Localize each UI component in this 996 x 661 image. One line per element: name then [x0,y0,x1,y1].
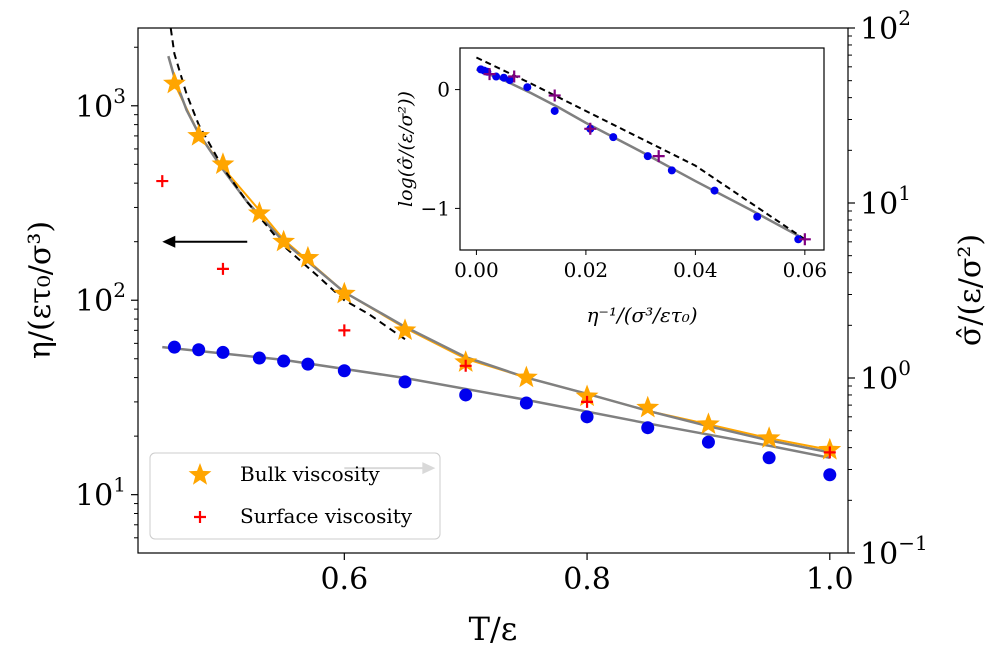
bulk-viscosity-point-4 [272,229,296,252]
inset-x-tick-label: 0.02 [564,258,609,282]
main-data-points [156,71,842,482]
surface-inset-points-point-5 [798,233,811,246]
surface-viscosity-point-5 [823,446,836,459]
surface-viscosity-point-1 [216,262,229,275]
x-tick-label: 0.6 [320,562,368,597]
x-tick-label: 1.0 [806,562,854,597]
surface-viscosity-point-3 [459,359,472,372]
surface-tension-point-13 [762,451,776,465]
y-tick-label: 10−1 [860,531,928,572]
bulk-inset-points-point-13 [753,212,762,221]
legend-label-bulk: Bulk viscosity [240,462,380,486]
bulk-viscosity-point-10 [575,384,599,407]
legend-marker-surface [194,511,206,523]
surface-tension-point-9 [519,396,533,410]
surface-inset-points-point-2 [548,89,561,102]
bulk-inset-points-point-14 [794,235,803,244]
y-tick-label: 103 [75,84,126,125]
y-tick-label: 102 [860,6,911,47]
inset-x-tick-label: 0.00 [454,258,499,282]
bulk-inset-points-point-4 [499,73,508,82]
surface-tension-point-0 [167,340,181,354]
inset-y-axis-ticks: 0 −1 [421,78,460,220]
inset-fit-dashed [475,56,806,241]
surface-tension-point-1 [192,343,206,357]
surface-tension-point-3 [252,351,266,365]
inset-fit-lines [475,56,806,241]
bulk-inset-points-point-5 [505,76,514,85]
surface-tension-point-4 [277,354,291,368]
y-tick-label: 101 [75,473,126,514]
surface-tension-point-2 [216,345,230,359]
surface-tension-point-12 [701,435,715,449]
surface-viscosity-point-0 [156,175,169,188]
surface-tension-point-7 [398,375,412,389]
main-arrows [162,235,436,475]
y-axis-left-label: η/(ετ₀/σ³) [23,221,58,359]
bulk-inset-points-point-7 [550,106,559,115]
inset-x-tick-label: 0.04 [673,258,718,282]
inset-plot: 0.00 0.02 0.04 0.06 0 −1 η⁻¹/(σ³/ετ₀) log(σ̂… [395,47,827,327]
bulk-inset-points-point-11 [667,166,676,175]
y-tick-label: 101 [860,181,911,222]
inset-plot-frame [459,47,825,251]
fit-vft-dashed [169,28,406,341]
x-axis-ticks: 0.6 0.8 1.0 [320,553,854,597]
y-axis-left-ticks: 101 102 103 [75,46,138,539]
inset-fit-gray [475,68,806,241]
bulk-viscosity-point-5 [296,245,320,268]
surface-tension-point-8 [459,388,473,402]
bulk-viscosity-point-3 [247,201,271,223]
y-tick-label: 102 [75,278,126,319]
surface-viscosity-point-4 [581,395,594,408]
surface-tension-point-14 [823,468,837,482]
inset-y-tick-label: 0 [437,78,450,102]
y-tick-label: 100 [860,356,911,397]
inset-x-axis-ticks: 0.00 0.02 0.04 0.06 [454,250,827,282]
bulk-viscosity-point-11 [636,395,660,418]
bulk-viscosity-point-12 [697,412,720,435]
surface-inset-points-point-3 [584,122,597,135]
bulk-inset-points-point-12 [710,186,719,195]
bulk-viscosity-point-0 [163,71,186,94]
x-tick-label: 0.8 [563,562,611,597]
bulk-viscosity-point-9 [514,365,538,388]
y-axis-right-ticks: 10−1 100 101 102 [848,6,928,572]
y-axis-right-label: σ̂/(ε/σ²) [953,234,988,346]
legend-bulk-point-0 [188,463,212,485]
bulk-inset-points-point-6 [523,83,532,92]
surface-inset-points-point-4 [652,150,665,163]
x-axis-label: T/ε [469,610,518,648]
surface-inset-points-point-1 [508,70,521,83]
legend-label-surface: Surface viscosity [240,504,413,528]
surface-tension-point-5 [301,357,315,371]
inset-x-tick-label: 0.06 [783,258,828,282]
legend-marker-bulk [188,463,212,485]
bulk-viscosity-point-7 [393,318,417,341]
bulk-inset-points-point-9 [609,133,618,142]
inset-data-points [476,65,811,246]
inset-y-axis-label: log(σ̂/(ε/σ²)) [395,91,417,207]
bulk-viscosity-point-2 [211,152,235,175]
bulk-viscosity-point-1 [187,123,211,146]
inset-x-axis-label: η⁻¹/(σ³/ετ₀) [586,303,697,327]
bulk-inset-points-point-10 [643,152,652,161]
main-plot: 0.6 0.8 1.0 101 102 103 10−1 100 101 102 T/ε η/… [23,6,988,648]
bulk-viscosity-point-13 [757,426,781,448]
legend-box [149,452,441,540]
surface-viscosity-point-2 [338,324,351,337]
main-plot-frame [137,27,849,554]
legend-surface-point-0 [194,511,206,523]
surface-tension-point-6 [337,364,351,378]
arrow-left-axis-head [162,235,176,248]
legend: Bulk viscosity Surface viscosity [149,452,441,540]
inset-y-tick-label: −1 [421,196,450,220]
surface-tension-point-11 [641,421,655,435]
surface-tension-point-10 [580,410,594,424]
surface-inset-points-point-0 [483,68,496,81]
bulk-viscosity-point-6 [332,281,356,304]
